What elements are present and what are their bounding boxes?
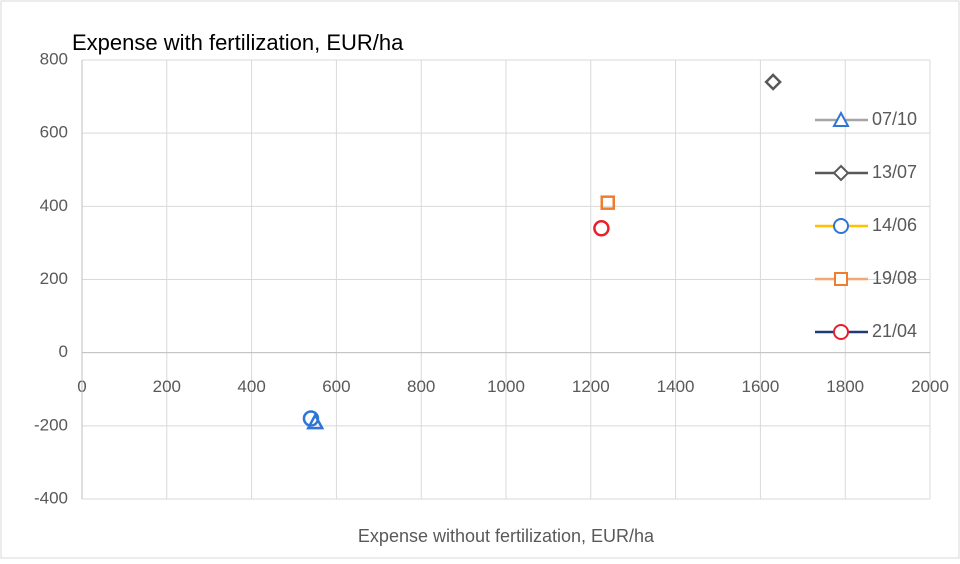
data-point bbox=[764, 73, 782, 91]
y-tick-label: 0 bbox=[59, 342, 68, 361]
legend-label: 07/10 bbox=[872, 109, 917, 129]
y-tick-label: 200 bbox=[40, 269, 68, 288]
legend-marker bbox=[832, 164, 850, 182]
x-tick-label: 400 bbox=[237, 377, 265, 396]
legend-label: 19/08 bbox=[872, 268, 917, 288]
data-point bbox=[593, 220, 610, 237]
legend-label: 13/07 bbox=[872, 162, 917, 182]
x-tick-label: 600 bbox=[322, 377, 350, 396]
x-tick-label: 2000 bbox=[911, 377, 949, 396]
y-tick-label: -200 bbox=[34, 415, 68, 434]
legend-label: 21/04 bbox=[872, 321, 917, 341]
data-point bbox=[306, 412, 325, 430]
data-point bbox=[302, 410, 320, 427]
y-tick-label: 800 bbox=[40, 49, 68, 68]
x-tick-label: 1200 bbox=[572, 377, 610, 396]
legend-marker bbox=[833, 324, 849, 340]
x-tick-label: 200 bbox=[153, 377, 181, 396]
legend-label: 14/06 bbox=[872, 215, 917, 235]
legend-marker bbox=[832, 110, 850, 127]
legend-marker bbox=[833, 218, 849, 234]
x-tick-label: 800 bbox=[407, 377, 435, 396]
legend-marker bbox=[834, 272, 848, 286]
x-tick-label: 1600 bbox=[741, 377, 779, 396]
y-tick-label: -400 bbox=[34, 488, 68, 507]
y-tick-label: 400 bbox=[40, 196, 68, 215]
x-tick-label: 1800 bbox=[826, 377, 864, 396]
data-point bbox=[600, 195, 616, 210]
x-tick-label: 1000 bbox=[487, 377, 525, 396]
x-axis-title: Expense without fertilization, EUR/ha bbox=[358, 526, 655, 546]
y-tick-label: 600 bbox=[40, 123, 68, 142]
chart-title: Expense with fertilization, EUR/ha bbox=[72, 30, 404, 55]
x-tick-label: 1400 bbox=[657, 377, 695, 396]
